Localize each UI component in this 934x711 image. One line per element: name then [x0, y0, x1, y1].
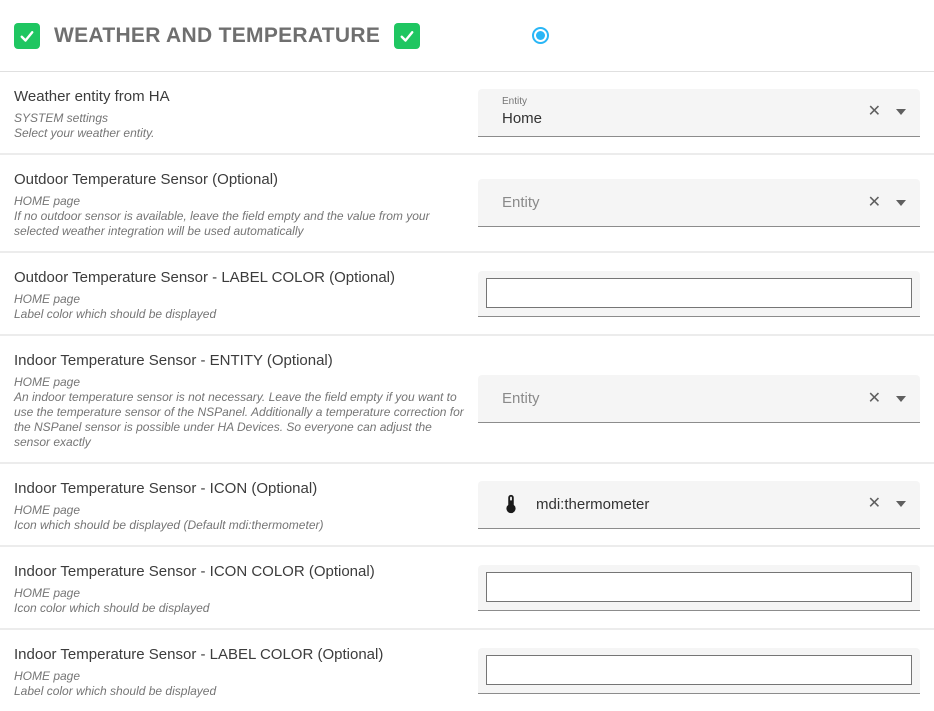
clear-icon[interactable]: ✕: [867, 103, 881, 120]
setting-title: Indoor Temperature Sensor - ICON (Option…: [14, 480, 318, 497]
setting-subtitle: HOME page: [14, 669, 81, 683]
setting-info: Indoor Temperature Sensor - LABEL COLOR …: [0, 630, 478, 711]
indoor-label-color-field: [478, 647, 920, 694]
setting-description: Select your weather entity.: [14, 126, 155, 140]
setting-description: Icon which should be displayed (Default …: [14, 518, 324, 532]
section-title: WEATHER AND TEMPERATURE: [54, 23, 381, 47]
section-checkbox-right[interactable]: [394, 22, 421, 49]
select-value: mdi:thermometer: [536, 495, 650, 513]
setting-title: Indoor Temperature Sensor - ICON COLOR (…: [14, 563, 375, 580]
setting-row-outdoor-sensor: Outdoor Temperature Sensor (Optional) HO…: [0, 155, 934, 253]
setting-title: Weather entity from HA: [14, 88, 170, 105]
indoor-icon-select[interactable]: mdi:thermometer ✕: [478, 480, 920, 529]
setting-title: Indoor Temperature Sensor - ENTITY (Opti…: [14, 352, 333, 369]
setting-subtitle: HOME page: [14, 375, 81, 389]
outdoor-label-color-field: [478, 270, 920, 317]
checkmark-icon: [20, 30, 34, 42]
setting-subtitle: SYSTEM settings: [14, 111, 109, 125]
dropdown-arrow-icon[interactable]: [896, 199, 906, 206]
outdoor-sensor-entity-select[interactable]: Entity ✕: [478, 179, 920, 227]
select-placeholder: Entity: [502, 390, 540, 407]
radio-dot-icon: [536, 31, 546, 40]
clear-icon[interactable]: ✕: [867, 193, 881, 211]
setting-description: An indoor temperature sensor is not nece…: [14, 390, 464, 449]
setting-description: Label color which should be displayed: [14, 307, 217, 321]
setting-title: Indoor Temperature Sensor - LABEL COLOR …: [14, 646, 384, 663]
setting-title: Outdoor Temperature Sensor (Optional): [14, 171, 279, 188]
setting-info: Outdoor Temperature Sensor - LABEL COLOR…: [0, 253, 478, 334]
select-value: Home: [502, 110, 543, 127]
dropdown-arrow-icon[interactable]: [896, 109, 906, 115]
select-placeholder: Entity: [502, 194, 540, 211]
setting-info: Indoor Temperature Sensor - ENTITY (Opti…: [0, 336, 478, 462]
dropdown-arrow-icon[interactable]: [896, 395, 906, 402]
setting-info: Outdoor Temperature Sensor (Optional) HO…: [0, 155, 478, 251]
setting-description: Icon color which should be displayed: [14, 601, 210, 615]
setting-info: Weather entity from HA SYSTEM settings S…: [0, 72, 478, 153]
outdoor-label-color-input[interactable]: [486, 278, 912, 308]
dropdown-arrow-icon[interactable]: [896, 501, 906, 507]
setting-row-indoor-label-color: Indoor Temperature Sensor - LABEL COLOR …: [0, 630, 934, 711]
section-checkbox-left[interactable]: [14, 22, 40, 49]
setting-row-weather-entity: Weather entity from HA SYSTEM settings S…: [0, 72, 934, 155]
checkmark-icon: [400, 30, 414, 42]
field-label: Entity: [502, 95, 528, 107]
setting-row-indoor-entity: Indoor Temperature Sensor - ENTITY (Opti…: [0, 336, 934, 464]
setting-info: Indoor Temperature Sensor - ICON COLOR (…: [0, 547, 478, 628]
section-header: WEATHER AND TEMPERATURE: [0, 0, 934, 72]
setting-row-indoor-icon: Indoor Temperature Sensor - ICON (Option…: [0, 464, 934, 547]
indoor-label-color-input[interactable]: [486, 655, 912, 685]
indoor-icon-color-input[interactable]: [486, 572, 912, 602]
setting-subtitle: HOME page: [14, 503, 81, 517]
setting-row-indoor-icon-color: Indoor Temperature Sensor - ICON COLOR (…: [0, 547, 934, 630]
setting-description: If no outdoor sensor is available, leave…: [14, 209, 430, 238]
setting-subtitle: HOME page: [14, 194, 81, 208]
setting-description: Label color which should be displayed: [14, 684, 217, 698]
clear-icon[interactable]: ✕: [867, 495, 881, 512]
indoor-sensor-entity-select[interactable]: Entity ✕: [478, 375, 920, 423]
section-radio[interactable]: [532, 27, 550, 44]
setting-row-outdoor-label-color: Outdoor Temperature Sensor - LABEL COLOR…: [0, 253, 934, 336]
thermometer-icon: [506, 494, 516, 514]
indoor-icon-color-field: [478, 564, 920, 611]
setting-info: Indoor Temperature Sensor - ICON (Option…: [0, 464, 478, 545]
setting-subtitle: HOME page: [14, 586, 81, 600]
setting-subtitle: HOME page: [14, 292, 81, 306]
clear-icon[interactable]: ✕: [867, 389, 881, 407]
setting-title: Outdoor Temperature Sensor - LABEL COLOR…: [14, 269, 396, 286]
weather-entity-select[interactable]: Entity Home ✕: [478, 88, 920, 137]
